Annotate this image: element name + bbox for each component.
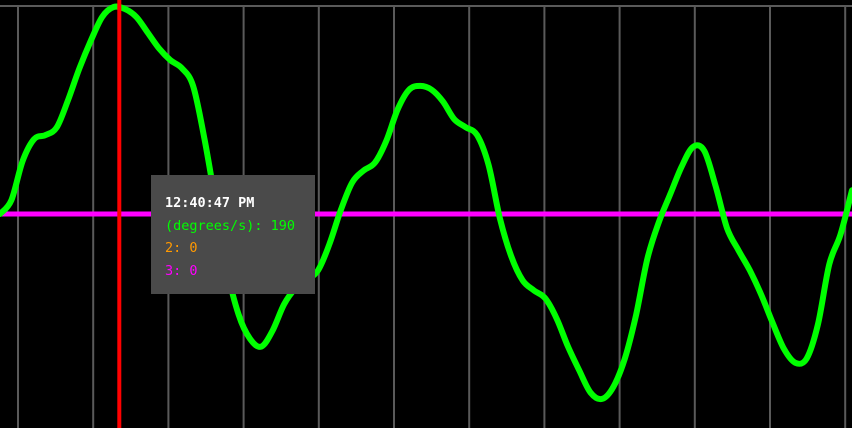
tooltip: 12:40:47 PM (degrees/s): 190 2: 0 3: 0 (151, 175, 315, 294)
tooltip-row-2: 2: 0 (165, 240, 198, 256)
series-line-degrees-s (0, 3, 852, 403)
tooltip-row-1: (degrees/s): 190 (165, 217, 296, 234)
tooltip-time: 12:40:47 PM (165, 195, 255, 211)
tooltip-row-3: 3: 0 (165, 262, 198, 279)
series-layer (0, 3, 852, 403)
